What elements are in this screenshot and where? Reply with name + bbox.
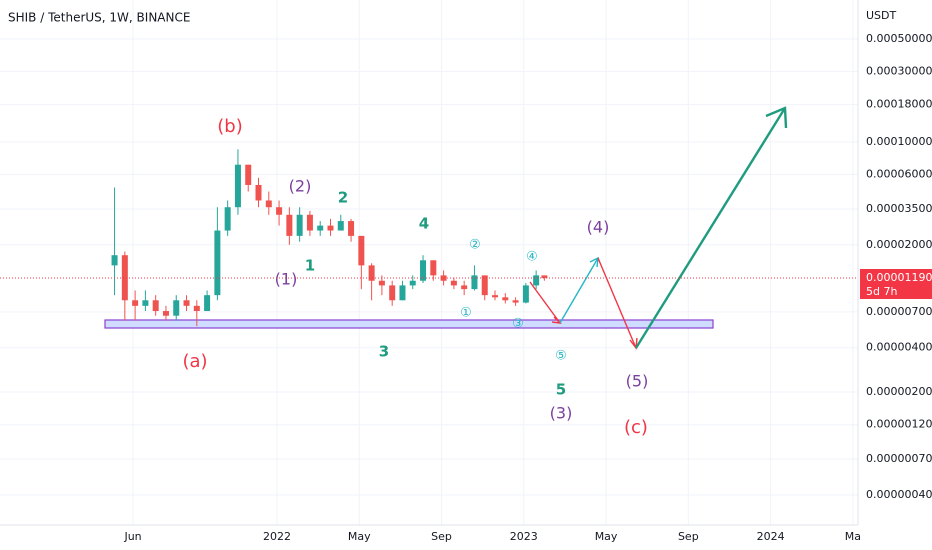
candle-body: [471, 275, 478, 290]
projection: [529, 106, 788, 350]
y-tick-label: 0.00010000: [866, 135, 932, 148]
projection-line: [529, 281, 561, 324]
projection-line: [634, 107, 787, 349]
candle-body: [255, 184, 262, 201]
candle-body: [481, 275, 488, 296]
candle-body: [224, 207, 231, 231]
candle-body: [512, 300, 519, 303]
candle-body: [193, 305, 200, 312]
wave-label: (2): [289, 177, 312, 196]
y-tick-label: 0.00000070: [866, 452, 932, 465]
candle-body: [541, 275, 548, 279]
candle-body: [409, 280, 416, 286]
candle-body: [378, 280, 385, 286]
candle-body: [142, 300, 149, 306]
candle-body: [183, 300, 190, 306]
support-zone: [104, 319, 714, 329]
candle-body: [450, 280, 457, 286]
candle-body: [399, 285, 406, 301]
wave-label: (a): [182, 351, 207, 372]
y-tick-label: 0.00002000: [866, 238, 932, 251]
candle-body: [348, 221, 355, 236]
last-price-label: 0.00001190: [866, 271, 932, 284]
candle-body: [152, 300, 159, 312]
last-price-box: [860, 269, 932, 300]
candle-body: [358, 235, 365, 266]
y-tick-label: 0.00000040: [866, 488, 932, 501]
wave-label: ①: [460, 306, 472, 321]
candle-body: [533, 275, 540, 286]
x-tick-label: 2023: [510, 530, 538, 543]
candle-body: [121, 255, 128, 301]
grid: [0, 0, 858, 525]
y-unit: USDT: [866, 9, 897, 22]
projection-line: [559, 257, 599, 324]
candle-body: [234, 164, 241, 208]
wave-label: 5: [556, 381, 566, 399]
arrow-head: [765, 106, 788, 129]
annotations: (b) (a) (c) (2) (1) (4) (5) (3) 2 1 4 3 5 ② ① ④ ③ ⑤: [182, 116, 648, 438]
wave-label: 2: [338, 189, 348, 207]
x-tick-label: Ma: [845, 530, 861, 543]
projection-line: [597, 257, 637, 349]
y-tick-label: 0.00000200: [866, 385, 932, 398]
wave-label: 1: [305, 257, 315, 275]
candle-body: [204, 295, 211, 312]
candle-body: [162, 311, 169, 316]
wave-label: ③: [512, 317, 524, 332]
candle-body: [430, 260, 437, 276]
wave-label: ④: [526, 250, 538, 265]
candle-body: [327, 225, 334, 231]
x-tick-label: 2024: [757, 530, 785, 543]
x-tick-label: May: [595, 530, 618, 543]
y-tick-label: 0.00000700: [866, 305, 932, 318]
wave-label: (4): [587, 218, 610, 237]
wave-label: 4: [419, 215, 429, 233]
candle-body: [502, 297, 509, 301]
wave-label: (1): [275, 270, 298, 289]
wave-label: (5): [626, 372, 649, 391]
candle-body: [461, 285, 468, 290]
candle-body: [214, 230, 221, 296]
y-tick-label: 0.00050000: [866, 32, 932, 45]
candle-body: [111, 255, 118, 266]
candle-body: [440, 275, 447, 281]
wave-label: (c): [624, 417, 648, 438]
wave-label: ⑤: [555, 349, 567, 364]
x-tick-label: 2022: [263, 530, 291, 543]
candle-body: [492, 295, 499, 298]
y-tick-label: 0.00000120: [866, 418, 932, 431]
candle-body: [132, 300, 139, 306]
candle-body: [389, 285, 396, 301]
y-tick-label: 0.00018000: [866, 97, 932, 110]
candle-body: [317, 225, 324, 231]
candles: [111, 149, 548, 327]
countdown: 5d 7h: [866, 285, 897, 298]
candle-body: [337, 221, 344, 231]
candle-body: [286, 214, 293, 236]
x-tick-label: May: [348, 530, 371, 543]
candle-body: [296, 214, 303, 236]
candle-body: [173, 300, 180, 316]
chart-title: SHIB / TetherUS, 1W, BINANCE: [8, 11, 190, 25]
wave-label: 3: [379, 343, 389, 361]
candle-body: [522, 285, 529, 303]
wave-label: ②: [469, 238, 481, 253]
wave-label: (b): [217, 116, 242, 137]
x-tick-label: Jun: [123, 530, 141, 543]
candle-body: [245, 164, 252, 185]
y-tick-label: 0.00000400: [866, 341, 932, 354]
candle-body: [368, 265, 375, 281]
candle-body: [420, 260, 427, 281]
y-tick-label: 0.00003500: [866, 202, 932, 215]
x-tick-label: Sep: [431, 530, 452, 543]
y-tick-label: 0.00006000: [866, 168, 932, 181]
y-tick-label: 0.00030000: [866, 65, 932, 78]
x-tick-label: Sep: [678, 530, 699, 543]
candle-body: [306, 214, 313, 231]
wave-label: (3): [550, 404, 573, 423]
candle-body: [265, 200, 272, 208]
candle-body: [276, 207, 283, 215]
